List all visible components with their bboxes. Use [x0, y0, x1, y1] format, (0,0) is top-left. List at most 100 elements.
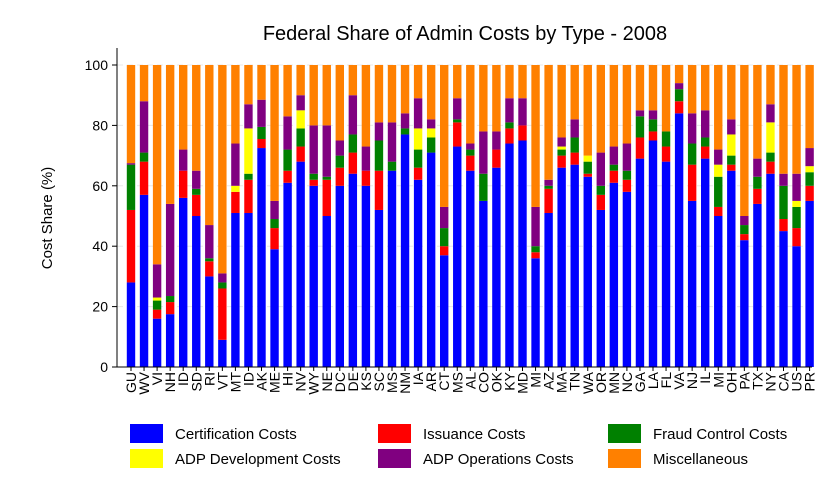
bar-segment: [648, 65, 658, 111]
bar-segment: [309, 125, 318, 174]
bar-segment: [270, 228, 279, 250]
legend: Certification Costs Issuance Costs Fraud C…: [130, 424, 787, 468]
bar-segment: [152, 309, 162, 319]
x-tick-label: VI: [149, 372, 165, 385]
bar-segment: [179, 197, 188, 367]
bar-segment: [805, 65, 814, 149]
x-tick-label: AK: [254, 371, 270, 390]
bar-segment: [387, 170, 397, 367]
bar-segment: [505, 128, 514, 144]
bar-segment: [740, 225, 749, 235]
bar-segment: [453, 65, 462, 99]
x-tick-label: WY: [306, 371, 322, 394]
x-tick-label: MA: [554, 371, 570, 393]
bar-segment: [413, 65, 423, 99]
bar-segment: [635, 137, 645, 159]
bar-segment: [179, 170, 188, 198]
x-tick-label: RI: [201, 372, 217, 386]
bar-segment: [426, 65, 436, 120]
bar-segment: [570, 65, 579, 120]
bar-segment: [479, 65, 488, 132]
bar-segment: [740, 234, 749, 241]
bar-segment: [192, 170, 201, 189]
x-tick-label: IA: [410, 371, 426, 385]
bar-segment: [387, 122, 397, 162]
bar-segment: [661, 131, 671, 147]
bar-segment: [270, 219, 279, 229]
bar-segment: [466, 65, 475, 144]
bar-segment: [792, 65, 801, 174]
y-tick-label: 60: [92, 178, 108, 194]
bar-segment: [192, 65, 201, 171]
bar-segment: [518, 140, 527, 367]
bar-segment: [296, 110, 305, 129]
bar-segment: [753, 65, 762, 159]
bar-segment: [400, 128, 410, 135]
bar-segment: [596, 65, 605, 153]
bar-segment: [192, 194, 201, 216]
bar-segment: [753, 158, 762, 177]
bar-segment: [583, 176, 592, 367]
bar-segment: [400, 113, 410, 129]
bar-segment: [309, 179, 318, 186]
bar-segment: [609, 65, 619, 147]
bar-segment: [257, 148, 266, 367]
bar-segment: [479, 200, 488, 367]
x-tick-label: NV: [293, 371, 309, 391]
x-tick-label: MD: [515, 372, 531, 394]
bar-segment: [648, 119, 658, 132]
bar-segment: [413, 149, 423, 168]
bar-segment: [126, 282, 136, 367]
bar-segment: [218, 339, 227, 367]
bar-segment: [205, 261, 214, 277]
bar-segment: [531, 246, 540, 253]
legend-label: ADP Operations Costs: [423, 451, 574, 468]
bar-segment: [270, 200, 279, 220]
bar-segment: [727, 155, 736, 165]
bar-segment: [792, 206, 801, 229]
bar-segment: [192, 188, 201, 195]
bar-segment: [805, 148, 814, 167]
bar-segment: [544, 185, 553, 189]
bar-segment: [714, 216, 723, 367]
bar-segment: [231, 143, 240, 186]
bar-segment: [792, 228, 801, 247]
x-tick-label: CA: [776, 371, 792, 391]
bar-segment: [218, 282, 227, 289]
bar-segment: [283, 149, 292, 171]
bar-segment: [557, 146, 566, 150]
legend-swatch: [378, 424, 411, 443]
bar-segment: [179, 65, 188, 150]
bar-segment: [779, 219, 788, 232]
bar-segment: [361, 65, 371, 147]
bar-segment: [805, 172, 814, 186]
bar-segment: [505, 98, 514, 123]
bar-segment: [753, 203, 762, 367]
x-tick-label: AL: [462, 372, 478, 389]
bar-segment: [296, 161, 305, 367]
bar-segment: [348, 152, 358, 174]
bar-segment: [322, 216, 331, 367]
bar-segment: [413, 167, 423, 180]
bar-segment: [570, 164, 579, 367]
bar-segment: [257, 138, 266, 149]
bar-segment: [165, 302, 175, 315]
bar-segment: [805, 200, 814, 367]
bar-segment: [727, 164, 736, 171]
bar-segment: [583, 65, 592, 156]
chart-title: Federal Share of Admin Costs by Type - 2…: [263, 23, 667, 45]
bar-segment: [165, 203, 175, 297]
bar-segment: [609, 164, 619, 171]
bar-segment: [727, 170, 736, 367]
x-tick-label: AR: [423, 372, 439, 391]
bar-segment: [805, 185, 814, 201]
x-tick-label: ME: [267, 372, 283, 393]
bar-segment: [152, 300, 162, 310]
x-tick-label: WA: [580, 371, 596, 394]
bar-segment: [257, 99, 266, 127]
bar-segment: [727, 119, 736, 135]
bar-segment: [270, 249, 279, 367]
bar-segment: [596, 185, 605, 195]
bar-segment: [766, 104, 775, 123]
bar-segment: [257, 65, 266, 100]
